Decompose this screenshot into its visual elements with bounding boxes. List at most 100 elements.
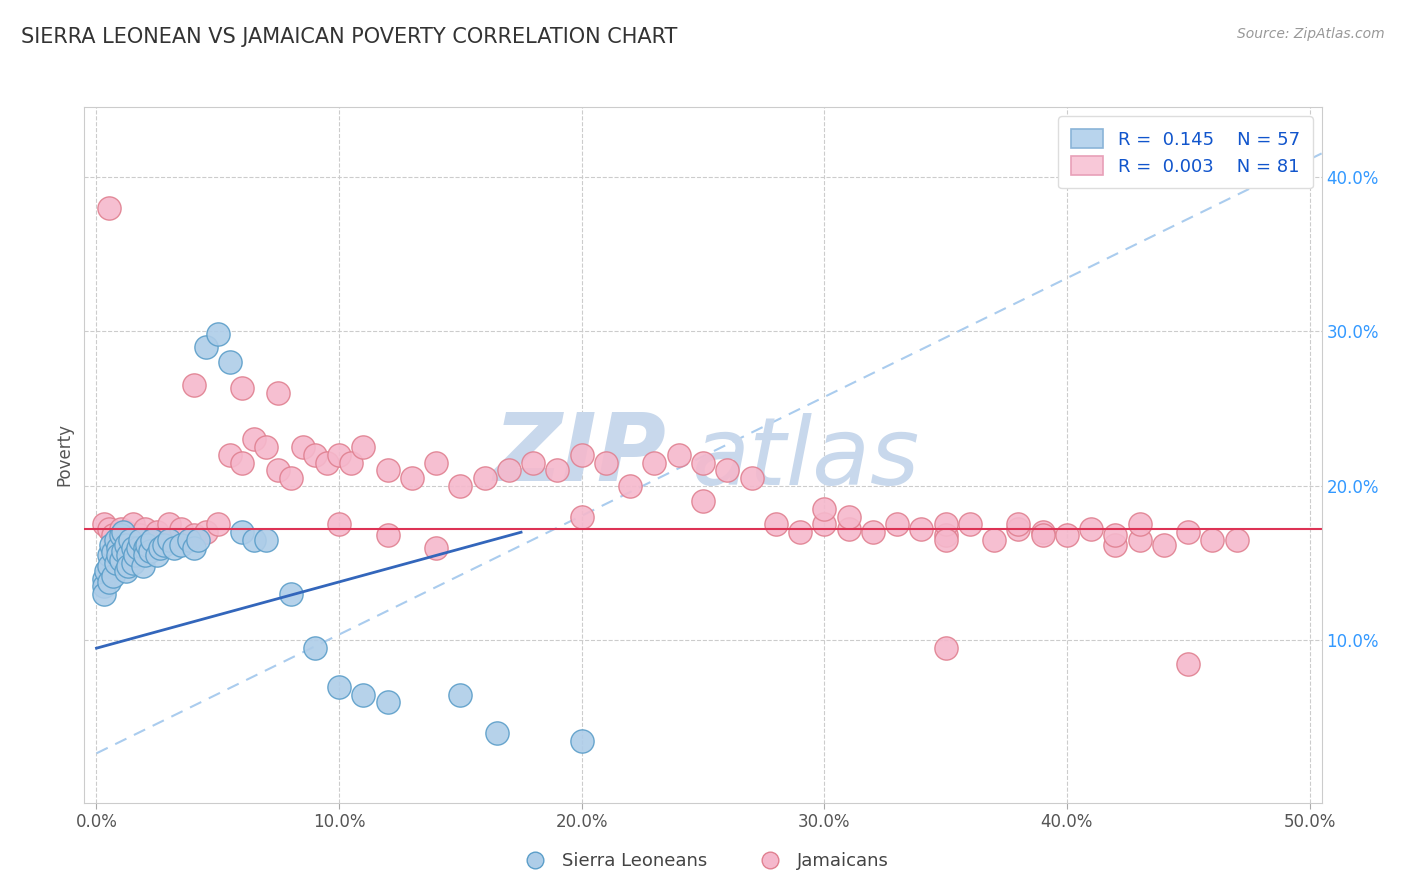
Point [103, 528, 125, 542]
Point [1056, 528, 1078, 542]
Point [813, 502, 835, 516]
Point [1032, 528, 1054, 542]
Point [207, 327, 229, 342]
Point [93, 579, 115, 593]
Point [935, 641, 957, 656]
Point [1177, 657, 1199, 671]
Point [401, 471, 423, 485]
Point [97, 574, 120, 589]
Point [983, 533, 1005, 547]
Point [122, 541, 145, 555]
Point [114, 525, 136, 540]
Point [280, 471, 302, 485]
Point [595, 456, 617, 470]
Point [935, 533, 957, 547]
Point [114, 564, 136, 578]
Point [267, 463, 290, 477]
Point [425, 456, 447, 470]
Point [93, 572, 115, 586]
Point [619, 479, 641, 493]
Point [291, 440, 314, 454]
Point [340, 456, 363, 470]
Point [267, 386, 290, 401]
Point [692, 494, 714, 508]
Point [194, 340, 217, 354]
Point [813, 517, 835, 532]
Point [107, 541, 129, 555]
Point [110, 553, 132, 567]
Point [183, 541, 205, 555]
Point [838, 522, 860, 536]
Point [127, 541, 149, 555]
Point [141, 533, 163, 547]
Point [328, 680, 350, 694]
Point [131, 559, 153, 574]
Point [328, 448, 350, 462]
Point [163, 541, 186, 555]
Text: ZIP: ZIP [494, 409, 666, 501]
Point [103, 545, 125, 559]
Point [122, 556, 145, 570]
Point [716, 463, 738, 477]
Point [93, 517, 115, 532]
Y-axis label: Poverty: Poverty [55, 424, 73, 486]
Point [474, 471, 496, 485]
Point [498, 463, 520, 477]
Point [157, 533, 180, 547]
Point [304, 448, 326, 462]
Point [97, 559, 120, 574]
Text: SIERRA LEONEAN VS JAMAICAN POVERTY CORRELATION CHART: SIERRA LEONEAN VS JAMAICAN POVERTY CORRE… [21, 27, 678, 46]
Point [110, 528, 132, 542]
Point [177, 533, 200, 547]
Point [170, 538, 193, 552]
Point [571, 734, 593, 748]
Point [1104, 528, 1126, 542]
Point [183, 378, 205, 392]
Point [134, 549, 156, 563]
Point [110, 522, 132, 536]
Point [1177, 525, 1199, 540]
Point [117, 559, 139, 574]
Point [219, 448, 242, 462]
Point [377, 528, 399, 542]
Point [1201, 533, 1223, 547]
Point [741, 471, 763, 485]
Text: atlas: atlas [690, 413, 920, 504]
Point [1104, 538, 1126, 552]
Point [254, 440, 277, 454]
Point [280, 587, 302, 601]
Point [114, 538, 136, 552]
Point [157, 517, 180, 532]
Point [243, 433, 266, 447]
Point [449, 479, 471, 493]
Point [136, 538, 159, 552]
Point [100, 538, 122, 552]
Point [129, 533, 152, 547]
Point [862, 525, 884, 540]
Point [104, 533, 127, 547]
Point [104, 556, 127, 570]
Point [96, 564, 118, 578]
Point [107, 549, 129, 563]
Point [112, 543, 135, 558]
Point [838, 509, 860, 524]
Point [122, 517, 145, 532]
Point [316, 456, 339, 470]
Point [959, 517, 981, 532]
Point [643, 456, 665, 470]
Point [139, 543, 162, 558]
Point [134, 522, 156, 536]
Point [231, 381, 253, 395]
Point [352, 440, 374, 454]
Point [1153, 538, 1175, 552]
Point [886, 517, 908, 532]
Point [117, 549, 139, 563]
Point [97, 522, 120, 536]
Point [1129, 533, 1152, 547]
Point [449, 688, 471, 702]
Point [129, 528, 152, 542]
Point [134, 541, 156, 555]
Point [377, 695, 399, 709]
Point [231, 456, 253, 470]
Point [1007, 522, 1029, 536]
